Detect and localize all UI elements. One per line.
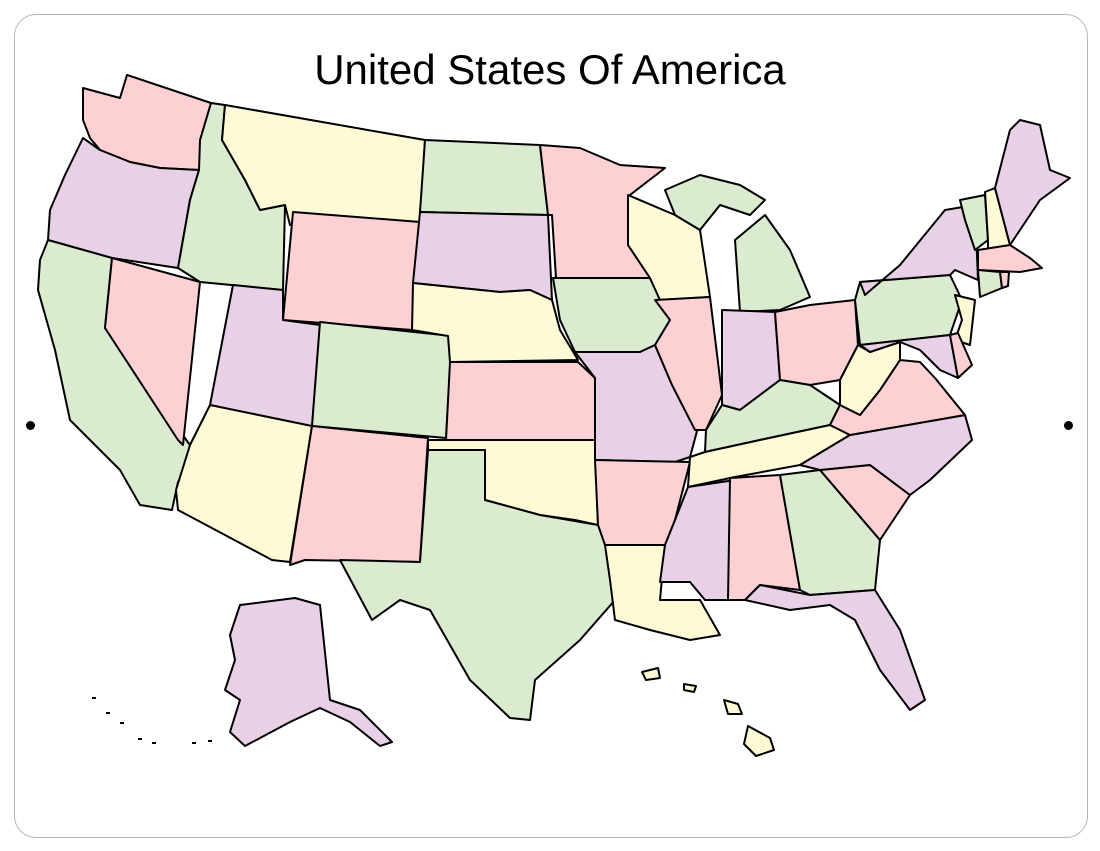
- state-de[interactable]: [949, 332, 973, 379]
- state-shape[interactable]: [664, 174, 766, 231]
- state-shape[interactable]: [744, 584, 926, 711]
- state-vt[interactable]: [959, 194, 989, 251]
- state-ia[interactable]: [552, 277, 671, 353]
- state-shape[interactable]: [339, 449, 616, 721]
- state-shape[interactable]: [175, 404, 313, 563]
- state-shape[interactable]: [654, 296, 723, 431]
- state-shape[interactable]: [445, 361, 596, 441]
- state-az[interactable]: [175, 404, 313, 563]
- state-shape[interactable]: [282, 211, 421, 331]
- page-frame: [14, 14, 1088, 838]
- aleutian-island: [138, 738, 142, 740]
- state-shape[interactable]: [419, 139, 549, 216]
- state-ma[interactable]: [977, 244, 1043, 273]
- aleutian-island: [152, 742, 156, 744]
- state-ne[interactable]: [411, 282, 579, 363]
- state-shape[interactable]: [224, 597, 393, 747]
- left-dot: [26, 421, 35, 430]
- state-shape[interactable]: [999, 271, 1010, 289]
- state-shape[interactable]: [977, 269, 1003, 298]
- state-nv[interactable]: [104, 257, 201, 446]
- state-shape[interactable]: [683, 683, 697, 693]
- state-shape[interactable]: [411, 282, 579, 363]
- state-shape[interactable]: [552, 277, 671, 353]
- state-ct[interactable]: [977, 269, 1003, 298]
- state-me[interactable]: [994, 119, 1071, 246]
- state-co[interactable]: [311, 321, 453, 439]
- state-wy[interactable]: [282, 211, 421, 331]
- map-title: United States Of America: [314, 46, 786, 93]
- state-ks[interactable]: [445, 361, 596, 441]
- aleutian-island: [208, 740, 212, 742]
- state-shape[interactable]: [311, 321, 453, 439]
- aleutian-island: [92, 697, 96, 699]
- state-mo[interactable]: [574, 344, 701, 463]
- state-tx[interactable]: [339, 449, 616, 721]
- state-hi[interactable]: [641, 667, 775, 757]
- state-shape[interactable]: [977, 244, 1043, 273]
- state-shape[interactable]: [743, 725, 775, 757]
- state-ak[interactable]: [224, 597, 393, 747]
- state-shape[interactable]: [574, 344, 701, 463]
- state-shape[interactable]: [959, 194, 989, 251]
- state-shape[interactable]: [289, 425, 429, 566]
- aleutian-island: [192, 742, 196, 744]
- state-mi[interactable]: [664, 174, 811, 313]
- state-il[interactable]: [654, 296, 723, 431]
- state-shape[interactable]: [104, 257, 201, 446]
- state-shape[interactable]: [734, 214, 811, 313]
- state-fl[interactable]: [744, 584, 926, 711]
- state-nm[interactable]: [289, 425, 429, 566]
- aleutian-island: [120, 722, 124, 724]
- state-shape[interactable]: [949, 332, 973, 379]
- state-nd[interactable]: [419, 139, 549, 216]
- state-ri[interactable]: [999, 271, 1010, 289]
- right-dot: [1064, 421, 1073, 430]
- state-shape[interactable]: [641, 667, 661, 681]
- state-shape[interactable]: [723, 699, 743, 715]
- aleutian-island: [106, 712, 110, 714]
- state-shape[interactable]: [994, 119, 1071, 246]
